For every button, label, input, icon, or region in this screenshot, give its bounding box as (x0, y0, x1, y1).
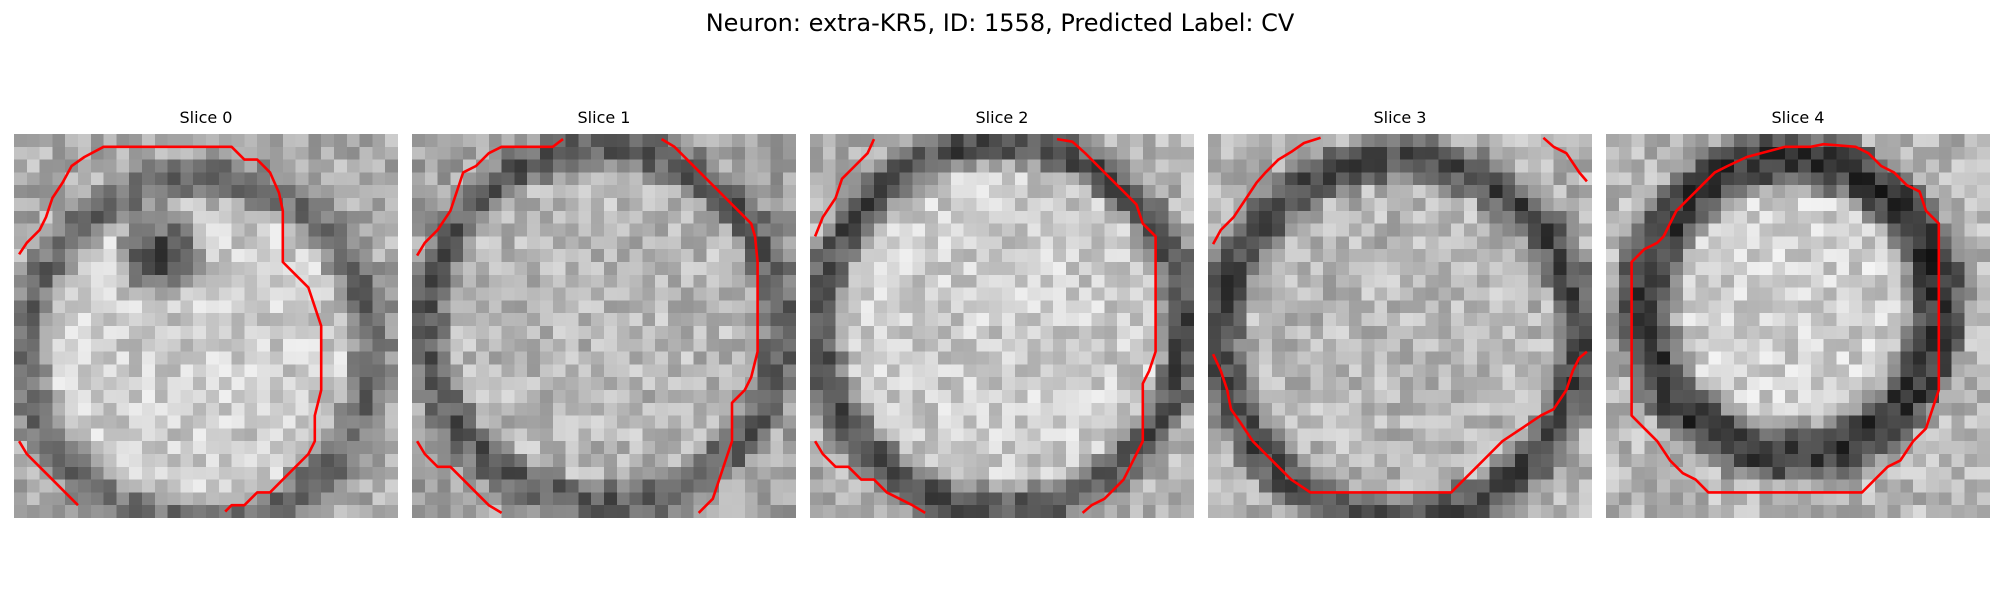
slice-image-0 (14, 134, 398, 518)
slice-title-0: Slice 0 (179, 108, 233, 127)
slice-panel-1: Slice 1 (412, 108, 796, 518)
contour-line-1-0 (415, 138, 564, 257)
contour-line-2-2 (813, 440, 926, 515)
figure-title: Neuron: extra-KR5, ID: 1558, Predicted L… (705, 9, 1295, 37)
slice-svg-3 (1208, 134, 1592, 518)
slice-image-3 (1208, 134, 1592, 518)
slice-title-4: Slice 4 (1771, 108, 1825, 127)
slice-image-2 (810, 134, 1194, 518)
slice-svg-1 (412, 134, 796, 518)
slice-title-2: Slice 2 (975, 108, 1029, 127)
slice-pixels-3 (1208, 134, 1592, 518)
slice-panel-2: Slice 2 (810, 108, 1194, 518)
contour-line-0-1 (17, 440, 79, 507)
contour-line-2-1 (1056, 137, 1157, 514)
contour-line-1-1 (660, 137, 759, 514)
contour-line-3-0 (1211, 136, 1321, 245)
contour-line-0-0 (18, 145, 323, 513)
slice-svg-0 (14, 134, 398, 518)
slice-image-4 (1606, 134, 1990, 518)
slice-panel-3: Slice 3 (1208, 108, 1592, 518)
slice-title-3: Slice 3 (1373, 108, 1427, 127)
slice-panel-0: Slice 0 (14, 108, 398, 518)
slice-image-1 (412, 134, 796, 518)
slice-title-1: Slice 1 (577, 108, 631, 127)
slice-svg-2 (810, 134, 1194, 518)
contour-line-3-2 (1211, 350, 1588, 494)
slice-svg-4 (1606, 134, 1990, 518)
contour-line-4-0 (1630, 142, 1941, 494)
slice-pixels-4 (1606, 134, 1990, 518)
contour-line-3-1 (1542, 136, 1588, 183)
slice-panel-4: Slice 4 (1606, 108, 1990, 518)
contour-line-2-0 (813, 138, 876, 237)
slice-pixels-0 (14, 134, 398, 518)
slice-pixels-1 (412, 134, 796, 518)
contour-line-1-2 (415, 440, 503, 515)
slice-pixels-2 (810, 134, 1194, 518)
